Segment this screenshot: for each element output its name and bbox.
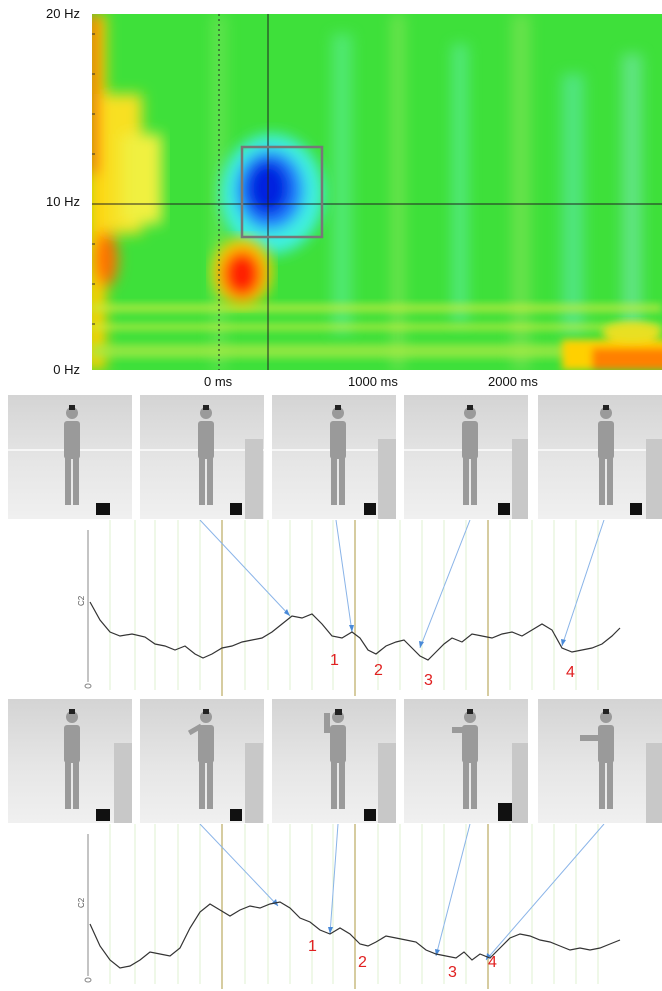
panel2-frame-1: [8, 699, 132, 823]
y-label-20hz: 20 Hz: [46, 6, 80, 21]
panel2-frame-3: [272, 699, 396, 823]
x-label-1000ms: 1000 ms: [348, 374, 398, 389]
panel1-channel-label: C2: [77, 595, 86, 606]
panel2-trace: C2 1 2 3 4: [0, 824, 662, 991]
panel1-frame-2: [140, 395, 264, 519]
panel1-frames: [0, 395, 662, 519]
panel1-marker-2: 2: [374, 662, 383, 679]
spectrogram-image: [92, 14, 662, 370]
panel2-marker-1: 1: [308, 938, 317, 955]
panel2-marker-3: 3: [448, 964, 457, 981]
panel1-marker-1: 1: [330, 652, 339, 669]
panel2-frame-strip: [8, 699, 662, 823]
panel1-frame-4: [404, 395, 528, 519]
panel1-marker-4: 4: [566, 664, 575, 681]
panel1-frame-5: [538, 395, 662, 519]
panel2-marker-2: 2: [358, 954, 367, 971]
x-label-2000ms: 2000 ms: [488, 374, 538, 389]
x-label-0ms: 0 ms: [204, 374, 233, 389]
panel1-trace: C2 1 2 3 4: [0, 520, 662, 698]
panel1-trace-svg: C2: [77, 520, 621, 696]
time-frequency-plot: 20 Hz 10 Hz 0 Hz: [0, 0, 662, 392]
panel2-frames: [0, 699, 662, 823]
panel1-frame-1: [8, 395, 132, 519]
panel1-frame-strip: [8, 395, 662, 519]
panel2-frame-2: [140, 699, 264, 823]
panel2-trace-svg: C2: [77, 824, 621, 989]
y-label-0hz: 0 Hz: [53, 362, 80, 377]
y-label-10hz: 10 Hz: [46, 194, 80, 209]
panel1-marker-3: 3: [424, 672, 433, 689]
panel2-marker-4: 4: [488, 954, 497, 971]
panel1-frame-3: [272, 395, 396, 519]
panel2-frame-4: [404, 699, 528, 823]
panel2-channel-label: C2: [77, 897, 86, 908]
panel2-frame-5: [538, 699, 662, 823]
